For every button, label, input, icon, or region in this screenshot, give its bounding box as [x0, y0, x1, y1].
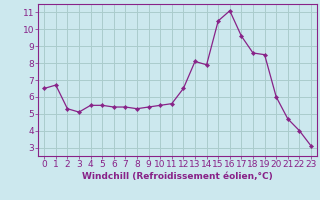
X-axis label: Windchill (Refroidissement éolien,°C): Windchill (Refroidissement éolien,°C)	[82, 172, 273, 181]
